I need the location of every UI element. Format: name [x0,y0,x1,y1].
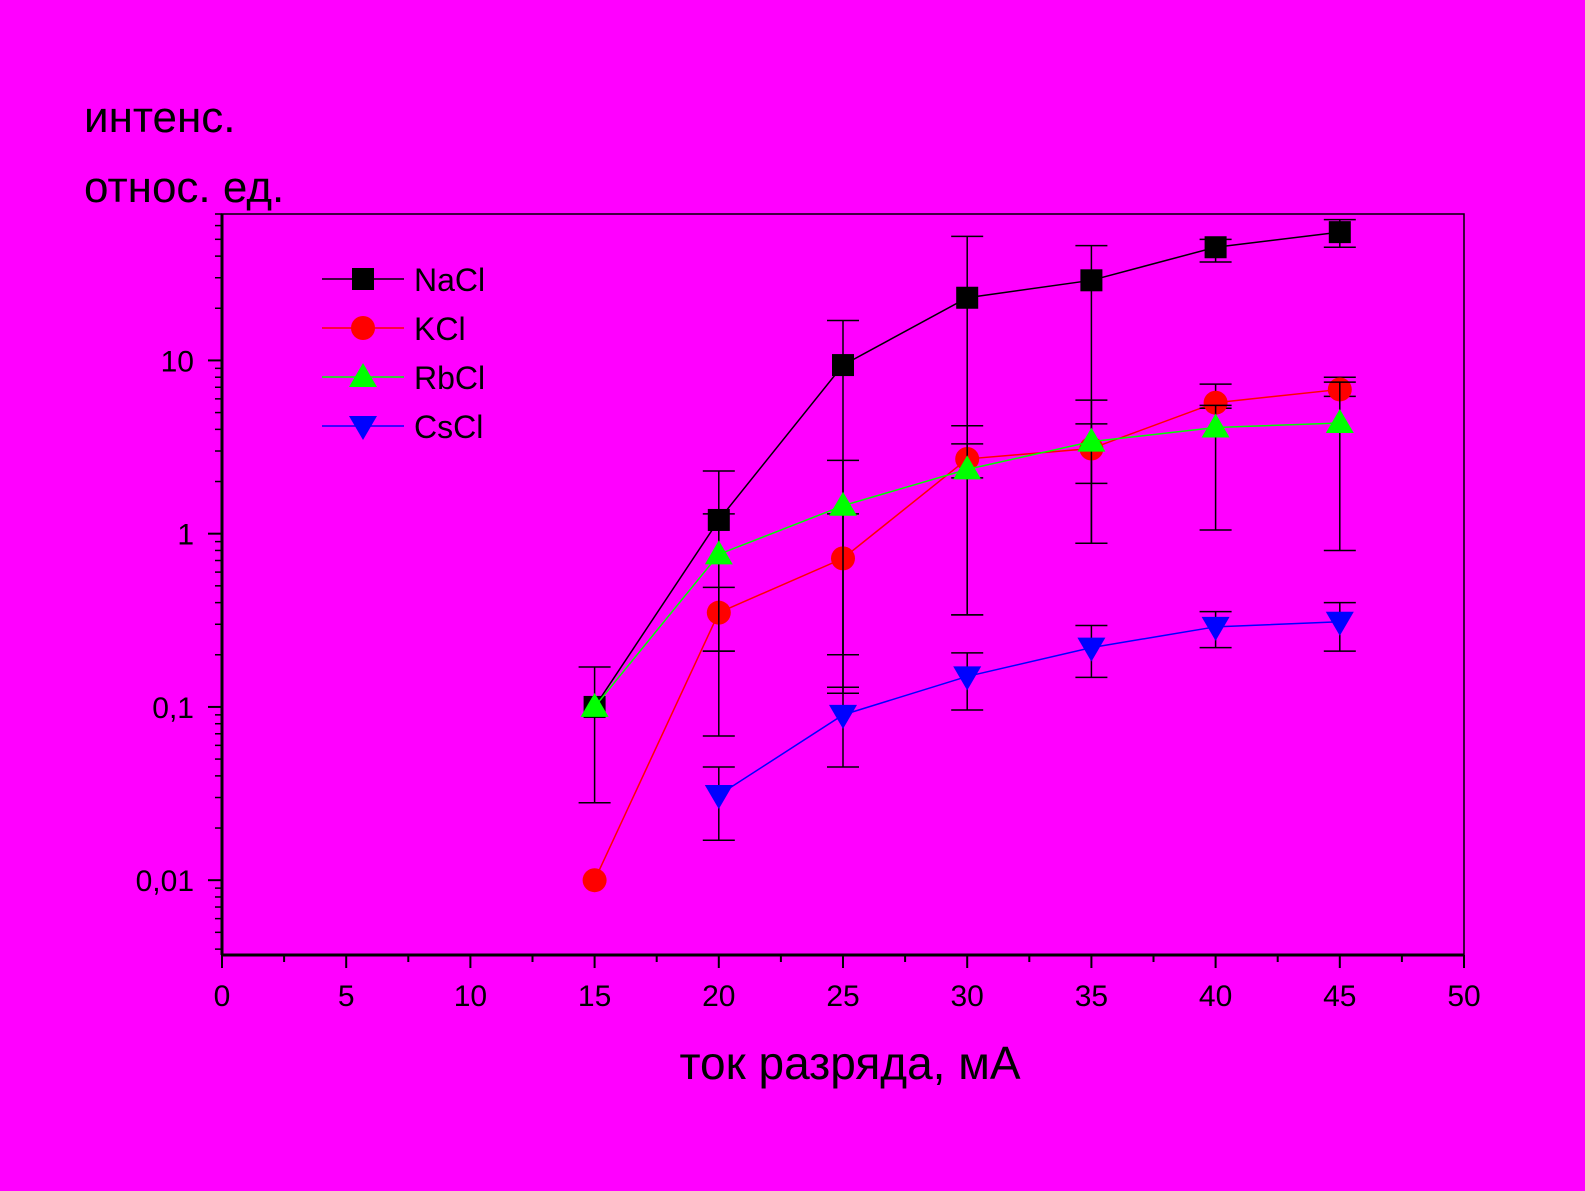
legend-label: CsCl [414,409,483,445]
data-point [829,491,857,516]
series-kcl [582,376,1356,893]
data-point [953,455,982,480]
data-point [1203,390,1228,415]
x-axis-label: ток разряда, мА [679,1037,1021,1089]
x-tick-label: 5 [338,980,355,1013]
x-tick-label: 10 [454,980,487,1013]
legend-marker [351,316,375,340]
data-point [1077,637,1106,662]
data-point [1201,413,1230,438]
y-axis-label-line-1: интенс. [84,93,236,142]
x-tick-label: 40 [1199,980,1232,1013]
data-point [832,354,854,377]
y-tick-label: 10 [161,345,194,378]
x-tick-label: 35 [1075,980,1108,1013]
data-point [704,540,733,565]
series-cscl [702,601,1356,842]
data-point [1325,611,1354,636]
legend-marker [349,416,377,440]
data-point [1325,409,1354,434]
legend-marker [349,363,377,387]
x-tick-label: 20 [702,980,735,1013]
legend-label: NaCl [414,262,485,298]
data-point [580,692,609,717]
x-tick-label: 45 [1323,980,1356,1013]
data-point [1328,221,1351,244]
data-point [582,868,607,893]
data-point [829,704,857,729]
data-point [956,286,979,309]
y-axis-label-line-2: относ. ед. [84,163,285,212]
legend-label: RbCl [414,360,485,396]
x-tick-label: 25 [826,980,859,1013]
legend-label: KCl [414,311,466,347]
y-tick-label: 0,01 [136,865,194,898]
x-tick-label: 30 [951,980,984,1013]
data-point [1204,236,1227,259]
series-rbcl [580,381,1356,717]
y-tick-label: 0,1 [152,692,194,725]
series-line [718,621,1340,796]
x-tick-label: 0 [214,980,231,1013]
data-point [1077,427,1106,452]
legend: NaCl KCl RbCl CsCl [322,262,485,445]
legend-marker [352,268,374,290]
x-tick-label: 50 [1447,980,1480,1013]
data-point [1080,269,1103,292]
data-point [1201,616,1230,641]
data-point [704,785,733,810]
x-tick-label: 15 [578,980,611,1013]
y-tick-label: 1 [177,519,194,552]
data-point [953,666,982,691]
